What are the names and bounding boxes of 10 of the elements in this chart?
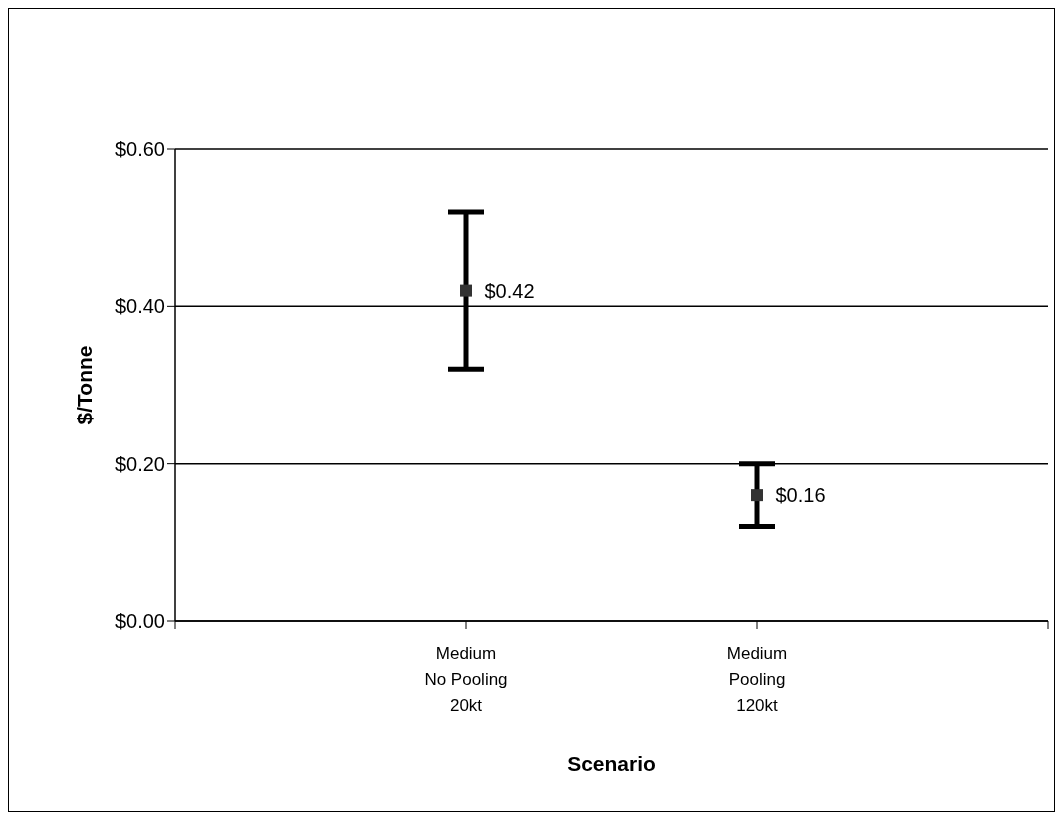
y-tick-label: $0.60 [114, 138, 165, 161]
data-label: $0.16 [775, 484, 826, 507]
x-axis-title: Scenario [567, 752, 656, 775]
y-axis-title: $/Tonne [73, 345, 97, 425]
x-tick-label: Medium No Pooling 20kt [424, 644, 508, 715]
y-tick-label: $0.40 [114, 295, 165, 318]
x-tick-label: Medium Pooling 120kt [726, 644, 788, 715]
y-tick-label: $0.20 [114, 452, 165, 475]
data-label: $0.42 [484, 279, 535, 302]
y-tick-label: $0.00 [114, 610, 165, 633]
